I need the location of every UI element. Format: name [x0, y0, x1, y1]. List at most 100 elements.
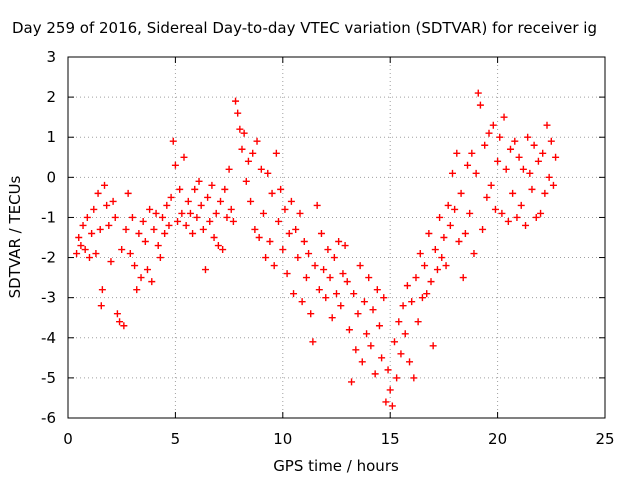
data-point	[290, 290, 298, 298]
data-point	[191, 185, 199, 193]
data-point	[118, 246, 126, 254]
data-point	[532, 213, 540, 221]
data-point	[541, 189, 549, 197]
data-point	[522, 221, 530, 229]
x-tick-label: 15	[381, 430, 400, 448]
data-point	[326, 274, 334, 282]
data-point	[281, 205, 289, 213]
data-point	[481, 141, 489, 149]
data-point	[257, 165, 265, 173]
data-point	[530, 141, 538, 149]
data-point	[167, 193, 175, 201]
data-point	[113, 310, 121, 318]
data-point	[461, 229, 469, 237]
data-point	[139, 217, 147, 225]
data-point	[433, 266, 441, 274]
data-point	[259, 209, 267, 217]
data-point	[229, 217, 237, 225]
x-tick-label: 20	[488, 430, 507, 448]
data-point	[421, 262, 429, 270]
data-point	[225, 165, 233, 173]
data-point	[122, 225, 130, 233]
data-point	[204, 193, 212, 201]
data-point	[272, 149, 280, 157]
data-point	[519, 165, 527, 173]
data-point	[457, 189, 465, 197]
data-point	[197, 201, 205, 209]
data-point	[285, 229, 293, 237]
data-point	[219, 246, 227, 254]
data-point	[184, 197, 192, 205]
data-point	[128, 213, 136, 221]
data-point	[73, 250, 81, 258]
data-point	[552, 153, 560, 161]
data-point	[345, 326, 353, 334]
data-point	[485, 129, 493, 137]
data-point	[266, 238, 274, 246]
data-point	[393, 374, 401, 382]
data-point	[384, 366, 392, 374]
data-point	[498, 209, 506, 217]
data-point	[406, 358, 414, 366]
data-point	[171, 161, 179, 169]
data-point	[208, 181, 216, 189]
data-point	[348, 378, 356, 386]
data-point	[240, 129, 248, 137]
data-point	[524, 133, 532, 141]
data-point	[212, 209, 220, 217]
data-point	[453, 149, 461, 157]
data-point	[487, 181, 495, 189]
data-point	[315, 286, 323, 294]
data-point	[515, 153, 523, 161]
data-point	[311, 262, 319, 270]
data-point	[354, 310, 362, 318]
y-tick-label: 1	[46, 128, 56, 146]
data-point	[262, 254, 270, 262]
data-point	[247, 197, 255, 205]
data-point	[534, 157, 542, 165]
data-point	[547, 137, 555, 145]
data-point	[279, 246, 287, 254]
data-point	[511, 137, 519, 145]
data-point	[169, 137, 177, 145]
data-point	[388, 402, 396, 410]
y-tick-label: -4	[41, 329, 56, 347]
data-point	[92, 250, 100, 258]
data-point	[509, 189, 517, 197]
data-point	[386, 386, 394, 394]
y-axis-label: SDTVAR / TECUs	[6, 175, 24, 298]
data-point	[335, 238, 343, 246]
data-point	[161, 229, 169, 237]
data-point	[156, 254, 164, 262]
data-point	[159, 213, 167, 221]
data-point	[141, 238, 149, 246]
data-point	[464, 161, 472, 169]
data-point	[75, 234, 83, 241]
data-point	[283, 270, 291, 278]
x-axis-label: GPS time / hours	[273, 457, 399, 475]
data-point	[403, 282, 411, 290]
data-point	[88, 229, 96, 237]
data-point	[416, 250, 424, 258]
data-point	[287, 197, 295, 205]
data-point	[427, 278, 435, 286]
data-point	[382, 398, 390, 406]
data-point	[307, 310, 315, 318]
x-tick-label: 0	[63, 430, 73, 448]
data-point	[322, 294, 330, 302]
data-point	[195, 177, 203, 185]
plot-frame	[67, 56, 606, 419]
x-tick-labels: 0 5 10 15 20 25	[63, 430, 614, 448]
y-tick-label: -3	[41, 289, 56, 307]
data-point	[300, 238, 308, 246]
y-tick-label: -2	[41, 249, 56, 267]
data-point	[425, 229, 433, 237]
data-point	[356, 262, 364, 270]
data-point	[83, 213, 91, 221]
data-point	[251, 225, 259, 233]
data-point	[277, 185, 285, 193]
data-point	[470, 250, 478, 258]
data-point	[339, 270, 347, 278]
data-point	[148, 278, 156, 286]
